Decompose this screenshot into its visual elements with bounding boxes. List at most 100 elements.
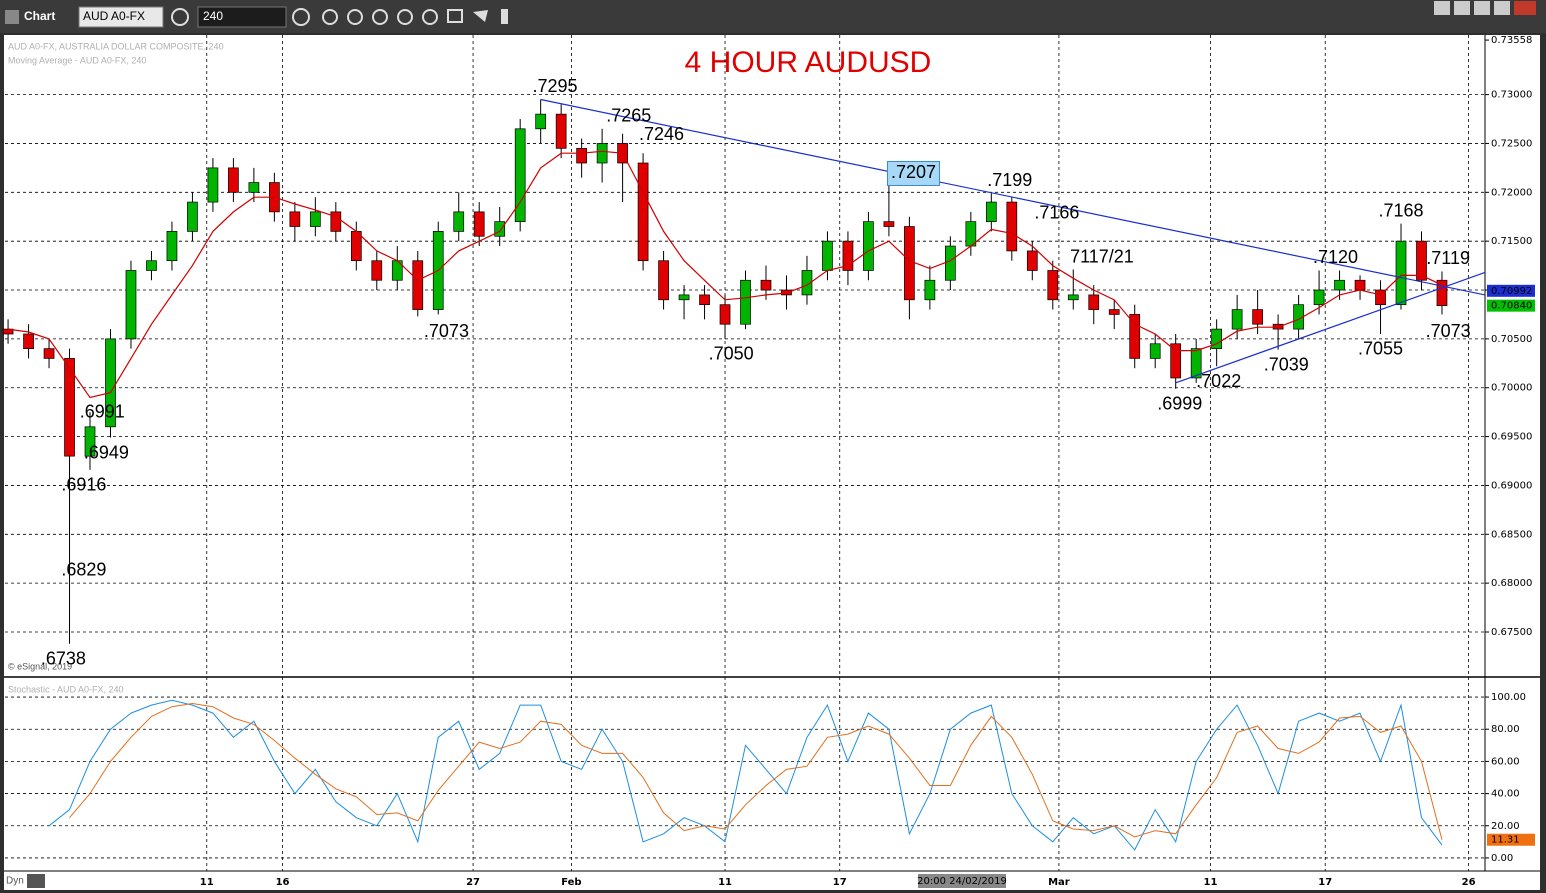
annotation: 7117/21 — [1070, 246, 1134, 266]
symbol-legend: AUD A0-FX, AUSTRALIA DOLLAR COMPOSITE, 2… — [8, 41, 224, 51]
app-title: Chart — [24, 9, 55, 23]
candle-body — [1149, 343, 1161, 359]
candle-body — [924, 279, 936, 301]
stochastic-line — [48, 699, 1443, 851]
restore-button[interactable] — [1474, 1, 1490, 15]
candle-body — [84, 426, 96, 457]
y-tick-label: 40.00 — [1491, 789, 1520, 800]
candle-body — [760, 279, 772, 291]
candle-body — [289, 211, 301, 227]
facebook-icon[interactable] — [501, 9, 508, 24]
candle-body — [1416, 240, 1427, 281]
annotation: .7039 — [1264, 354, 1309, 374]
settings-icon[interactable] — [171, 8, 189, 26]
study-icon[interactable] — [347, 9, 363, 25]
alert-icon[interactable] — [397, 9, 413, 25]
annotation: .7073 — [424, 321, 469, 341]
candle-body — [945, 245, 956, 281]
candle-body — [740, 279, 751, 325]
y-tick-label: 0.73000 — [1491, 90, 1532, 101]
candle-body — [1190, 348, 1202, 379]
y-tick-label: 0.68000 — [1491, 578, 1532, 589]
candle-body — [658, 260, 669, 301]
symbol-input[interactable]: AUD A0-FX — [83, 9, 145, 23]
y-tick-label: 100.00 — [1491, 692, 1526, 703]
candle-body — [105, 338, 116, 428]
candle-body — [494, 221, 506, 237]
annotation: .7166 — [1034, 202, 1079, 222]
candle-body — [842, 240, 854, 271]
trendline — [540, 98, 1486, 296]
chat-icon[interactable] — [447, 9, 463, 23]
candle-body — [1047, 270, 1059, 301]
chart-area — [4, 35, 1540, 890]
candle-body — [1436, 279, 1448, 307]
candle-body — [1067, 294, 1079, 301]
close-button[interactable] — [1514, 1, 1536, 15]
y-tick-label: 0.69000 — [1491, 480, 1532, 491]
stochastic-legend: Stochastic - AUD A0-FX, 240 — [8, 684, 124, 694]
annotation: .7050 — [709, 344, 754, 364]
x-tick-label: 11 — [1204, 877, 1218, 888]
cursor-time-label: 20:00 24/02/2019 — [917, 876, 1007, 887]
candle-body — [1231, 309, 1243, 330]
candle-body — [64, 358, 75, 457]
annotation: .7022 — [1196, 371, 1241, 391]
symbol-box[interactable] — [78, 6, 164, 28]
annotation-highlight — [886, 160, 940, 186]
copyright: © eSignal, 2019 — [8, 661, 72, 671]
value-tag-label: 11.31 — [1491, 835, 1520, 846]
y-tick-label: 0.71500 — [1491, 236, 1532, 247]
play-icon[interactable] — [372, 9, 388, 25]
twitter-icon[interactable] — [473, 10, 488, 22]
app-icon — [5, 10, 19, 24]
annotation: .7265 — [606, 106, 651, 126]
interval-box[interactable] — [197, 6, 287, 28]
annotation: .6916 — [61, 475, 106, 495]
x-tick-label: Feb — [561, 877, 581, 888]
candle-body — [514, 128, 526, 222]
link-icon[interactable] — [422, 9, 438, 25]
annotation: .7120 — [1313, 247, 1358, 267]
candle-body — [555, 113, 567, 149]
candle-body — [801, 270, 813, 296]
x-tick-label: 11 — [200, 877, 214, 888]
value-tag — [1487, 833, 1535, 846]
help-button[interactable] — [1434, 1, 1450, 15]
maximize-button[interactable] — [1494, 1, 1510, 15]
candle-body — [207, 167, 219, 203]
candle-body — [371, 260, 383, 281]
candle-body — [228, 167, 239, 193]
candle-body — [1313, 289, 1325, 306]
dyn-button[interactable] — [27, 874, 45, 888]
candle-body — [166, 231, 178, 262]
annotation: .7119 — [1426, 248, 1470, 268]
x-tick-label: 27 — [466, 877, 480, 888]
y-tick-label: 0.72000 — [1491, 187, 1532, 198]
candle-body — [1129, 314, 1141, 359]
candle-body — [330, 211, 342, 232]
candle-body — [1211, 328, 1223, 349]
candle-body — [596, 143, 608, 164]
candle-body — [699, 294, 710, 306]
annotation: .7073 — [1426, 321, 1471, 341]
candle-body — [43, 348, 55, 359]
candle-body — [985, 201, 997, 222]
y-tick-label: 0.73558 — [1491, 35, 1532, 46]
candle-body — [1252, 309, 1263, 325]
candle-body — [248, 182, 260, 193]
candle-body — [637, 162, 649, 262]
x-tick-label: 16 — [276, 877, 290, 888]
annotation: .6991 — [80, 401, 125, 421]
ma-legend: Moving Average - AUD A0-FX, 240 — [8, 55, 146, 65]
annotation: .6829 — [61, 560, 106, 580]
minimize-button[interactable] — [1454, 1, 1470, 15]
draw-icon[interactable] — [322, 9, 338, 25]
interval-input[interactable]: 240 — [203, 9, 223, 23]
time-icon[interactable] — [292, 8, 310, 26]
x-tick-label: Mar — [1048, 877, 1070, 888]
candle-body — [883, 221, 895, 227]
dyn-label: Dyn — [6, 876, 24, 887]
cursor-time-box — [918, 874, 1006, 888]
